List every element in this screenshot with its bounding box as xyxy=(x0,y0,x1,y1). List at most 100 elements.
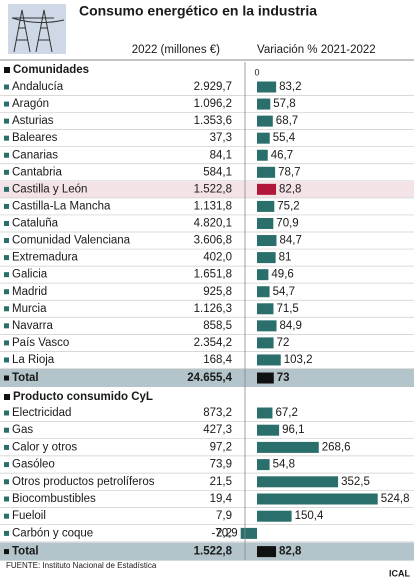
row-name: Calor y otros xyxy=(12,441,77,453)
row-name: Extremadura xyxy=(12,252,78,264)
bar-label: 150,4 xyxy=(295,510,324,522)
bullet xyxy=(4,169,9,175)
bullet xyxy=(4,340,9,346)
row-value: 1.522,8 xyxy=(194,546,233,558)
highlight-row-bg xyxy=(0,181,414,198)
row-value: 2.929,7 xyxy=(194,81,232,93)
bullet xyxy=(4,289,9,295)
bullet xyxy=(4,513,9,519)
bullet xyxy=(4,462,9,468)
bar-label: 72 xyxy=(277,337,290,349)
bar-label: 55,4 xyxy=(273,132,296,144)
bar-label: 46,7 xyxy=(271,149,293,161)
row-value: 402,0 xyxy=(203,252,232,264)
bar xyxy=(257,407,273,419)
bar-label: 82,8 xyxy=(279,183,301,195)
bar-label: 68,7 xyxy=(276,115,298,127)
row-value: 1.126,3 xyxy=(194,303,232,315)
bar-label: 57,8 xyxy=(273,98,295,110)
bar xyxy=(257,354,281,366)
row-value: 4.820,1 xyxy=(194,218,232,230)
bar-label: 75,2 xyxy=(277,200,299,212)
row-name: Andalucía xyxy=(12,81,64,93)
row-value: 1.522,8 xyxy=(194,183,232,195)
bar xyxy=(257,441,319,453)
bullet xyxy=(4,203,9,209)
row-value: 584,1 xyxy=(203,166,232,178)
bar-label: 103,2 xyxy=(284,354,313,366)
total-row-bg xyxy=(0,369,414,388)
bar-label: 352,5 xyxy=(341,476,370,488)
bar-label: 71,5 xyxy=(276,303,298,315)
row-name: Castilla y León xyxy=(12,183,87,195)
row-name: Total xyxy=(12,372,39,384)
bar xyxy=(257,303,274,315)
bar xyxy=(257,320,277,332)
row-name: La Rioja xyxy=(12,354,55,366)
bar xyxy=(257,217,274,229)
bar-label: 67,2 xyxy=(275,407,297,419)
bullet xyxy=(4,186,9,192)
row-name: Electricidad xyxy=(12,407,71,419)
row-name: Biocombustibles xyxy=(12,493,96,505)
row-name: Navarra xyxy=(12,320,54,332)
row-name: Cantabria xyxy=(12,166,62,178)
bullet xyxy=(4,549,9,555)
row-value: 168,4 xyxy=(203,354,232,366)
row-value: 1.131,8 xyxy=(194,200,232,212)
bar-label: 83,2 xyxy=(279,81,301,93)
row-value: 925,8 xyxy=(203,286,232,298)
bullet xyxy=(4,427,9,433)
bar xyxy=(257,476,339,488)
bullet xyxy=(4,444,9,450)
bar-label: 81 xyxy=(279,252,292,264)
bullet xyxy=(4,220,9,226)
bar-label: 96,1 xyxy=(282,424,304,436)
bar xyxy=(257,200,275,212)
bar xyxy=(257,493,378,505)
row-value: 858,5 xyxy=(203,320,232,332)
title: Consumo energético en la industria xyxy=(79,3,317,19)
bar xyxy=(257,115,273,127)
column-header: Variación % 2021-2022 xyxy=(257,44,376,56)
bullet xyxy=(4,306,9,312)
bullet xyxy=(4,84,9,90)
bar xyxy=(257,286,270,298)
row-name: Galicia xyxy=(12,269,48,281)
bullet xyxy=(4,238,9,244)
row-value: 24.655,4 xyxy=(187,372,232,384)
row-name: Aragón xyxy=(12,98,49,110)
row-value: 73,9 xyxy=(210,459,232,471)
row-name: Castilla-La Mancha xyxy=(12,200,111,212)
bullet xyxy=(4,496,9,502)
row-value: 1.096,2 xyxy=(194,98,232,110)
row-name: Gasóleo xyxy=(12,459,55,471)
bullet xyxy=(4,375,9,381)
row-value: 2,2 xyxy=(216,527,232,539)
row-value: 19,4 xyxy=(210,493,233,505)
bullet xyxy=(4,135,9,141)
row-name: Murcia xyxy=(12,303,47,315)
bar xyxy=(257,149,268,161)
row-name: Madrid xyxy=(12,286,47,298)
bar-label: 49,6 xyxy=(271,269,293,281)
section-heading: Producto consumido CyL xyxy=(13,391,153,403)
bar xyxy=(257,98,271,110)
pylon-icon xyxy=(8,4,66,54)
row-name: Total xyxy=(12,546,39,558)
row-value: 97,2 xyxy=(210,441,232,453)
bullet xyxy=(4,479,9,485)
bar xyxy=(257,269,269,281)
row-name: Otros productos petrolíferos xyxy=(12,476,155,488)
row-name: País Vasco xyxy=(12,337,69,349)
bar xyxy=(257,424,280,436)
bar xyxy=(257,166,276,178)
row-value: 3.606,8 xyxy=(194,235,232,247)
bar-label: 54,8 xyxy=(273,459,295,471)
section-bullet xyxy=(4,394,10,400)
bar xyxy=(257,337,274,349)
row-name: Cataluña xyxy=(12,218,59,230)
row-name: Canarias xyxy=(12,149,58,161)
